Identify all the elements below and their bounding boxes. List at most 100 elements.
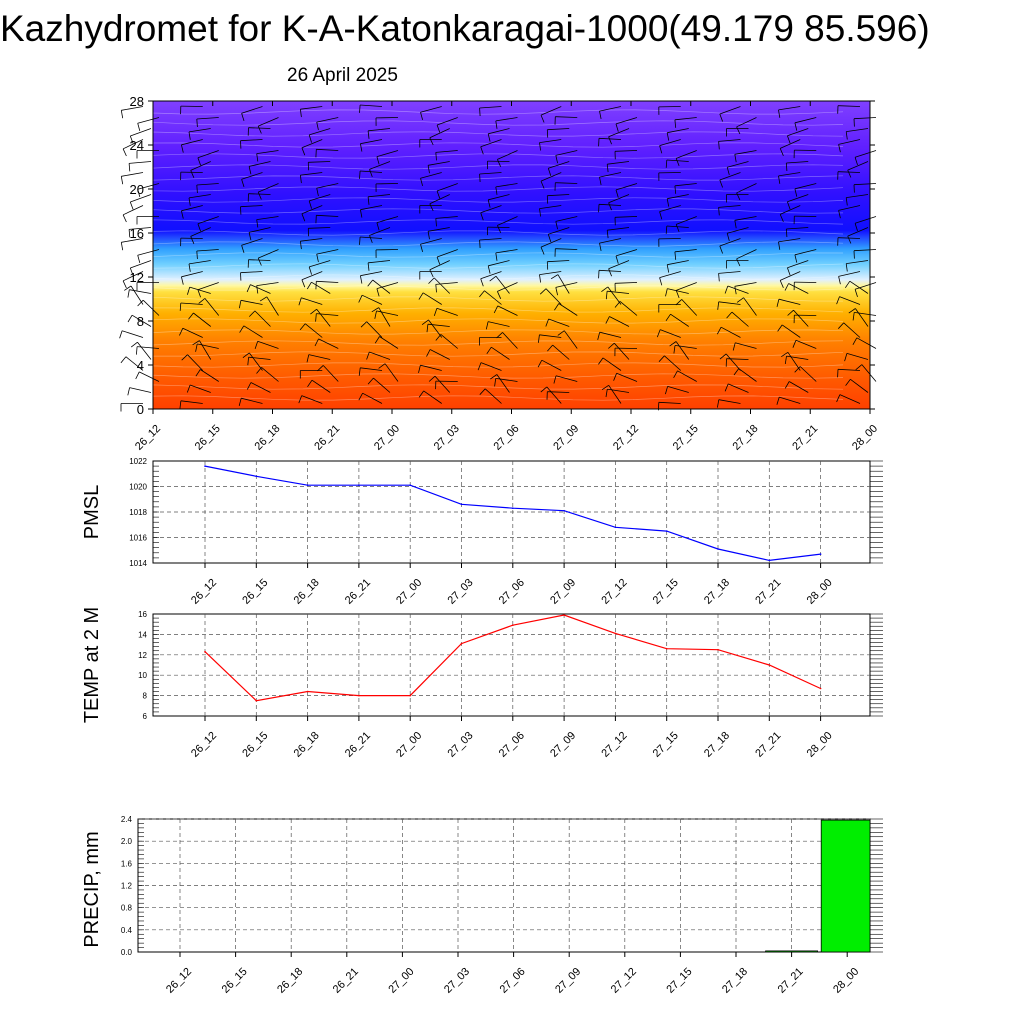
wind-barb-flag (418, 365, 421, 373)
wind-barb-flag (547, 168, 552, 177)
temp-point (665, 647, 668, 650)
wind-barb-flag (787, 201, 791, 210)
wind-barb-flag (426, 324, 429, 333)
precip-bar (765, 950, 818, 953)
wind-barb (547, 128, 570, 131)
y-tick-label: 10 (138, 671, 147, 680)
x-tick-label: 26_18 (275, 966, 305, 996)
wind-barb (241, 397, 263, 404)
wind-barb (137, 183, 160, 190)
wind-barb (555, 150, 578, 156)
wind-barb-flag (181, 354, 188, 361)
wind-barb (540, 238, 562, 248)
wind-barb-flag (179, 328, 184, 336)
wind-barb (799, 366, 817, 382)
wind-barb-flag (122, 148, 127, 157)
wind-barb (548, 227, 570, 235)
wind-barb-flag (418, 390, 425, 398)
wind-barb-flag (137, 123, 141, 132)
wind-barb (137, 341, 152, 360)
wind-barb (121, 330, 144, 338)
wind-barb (196, 249, 219, 252)
wind-barb-flag (120, 242, 124, 251)
wind-barb-flag (299, 323, 306, 331)
wind-barb-flag (734, 286, 737, 295)
wind-barb (181, 139, 203, 146)
wind-barb (257, 340, 279, 349)
wind-barb-flag (307, 379, 313, 388)
wind-barb-flag (435, 218, 437, 227)
wind-barb-flag (298, 297, 302, 306)
wind-barb-flag (360, 143, 363, 152)
wind-barb-flag (376, 156, 380, 165)
wind-barb-flag (794, 366, 801, 373)
x-tick-label: 26_12 (189, 577, 219, 607)
temp-point (563, 614, 565, 616)
wind-barb-flag (794, 188, 798, 197)
y-tick-label: 8 (137, 314, 144, 329)
wind-barb (787, 260, 809, 269)
wind-barb-flag (539, 288, 547, 295)
wind-barb-flag (854, 289, 858, 298)
contour-line (152, 340, 844, 346)
wind-barb (599, 331, 622, 338)
wind-barb-flag (188, 131, 191, 140)
wind-barb-flag (315, 313, 317, 322)
wind-barb-flag (359, 170, 361, 179)
wind-barb (360, 139, 383, 145)
y-tick-label: 12 (130, 270, 144, 285)
wind-barb (429, 128, 450, 139)
wind-barb (598, 137, 622, 140)
wind-barb (258, 117, 279, 127)
wind-barb (547, 260, 570, 263)
wind-barb (778, 106, 801, 111)
wind-barb (854, 150, 877, 158)
wind-barb-flag (838, 322, 844, 329)
wind-barb-flag (436, 190, 441, 199)
wind-barb (719, 172, 741, 181)
wind-barb (121, 238, 144, 243)
wind-barb (540, 172, 562, 182)
chart-date: 26 April 2025 (287, 65, 398, 86)
wind-barb (188, 194, 211, 199)
wind-barb-flag (477, 362, 482, 371)
wind-barb (300, 106, 323, 110)
wind-barb-flag (238, 398, 242, 407)
heatmap-panel: 0 4 8 12 16 20 24 28 26_12 26_15 26_18 26_21 27_00 27… (119, 94, 880, 453)
wind-barb (301, 271, 323, 281)
wind-barb (130, 285, 144, 305)
x-tick-label: 27_09 (553, 966, 583, 996)
wind-barb-flag (674, 119, 677, 128)
temp-point (614, 632, 617, 635)
wind-barb (540, 106, 562, 116)
wind-barb-flag (127, 387, 130, 396)
wind-barb (122, 205, 144, 216)
wind-barb-flag (418, 292, 424, 300)
wind-barb-flag (128, 229, 131, 238)
wind-barb-flag (736, 192, 741, 201)
wind-barb-flag (726, 167, 730, 176)
wind-barb (598, 203, 622, 206)
wind-barb-flag (479, 290, 485, 298)
temp-point (768, 664, 771, 666)
contour-line (152, 197, 844, 203)
wind-barb-flag (784, 356, 787, 365)
wind-barb-flag (838, 144, 841, 153)
wind-barb (736, 117, 757, 128)
wind-barb-flag (241, 245, 245, 254)
wind-barb (552, 344, 570, 360)
wind-barb (301, 297, 323, 305)
wind-barb (130, 128, 152, 137)
wind-barb-flag (120, 176, 124, 185)
wind-barb-flag (665, 313, 671, 322)
wind-barb-flag (787, 309, 794, 316)
wind-barb (788, 283, 809, 294)
wind-barb (248, 356, 271, 360)
wind-barb (204, 298, 220, 316)
wind-barb-flag (539, 142, 541, 151)
wind-barb (667, 194, 689, 200)
wind-barb (555, 116, 578, 118)
wind-barb (607, 161, 630, 165)
wind-barb (200, 369, 219, 382)
wind-barb-flag (794, 122, 798, 131)
